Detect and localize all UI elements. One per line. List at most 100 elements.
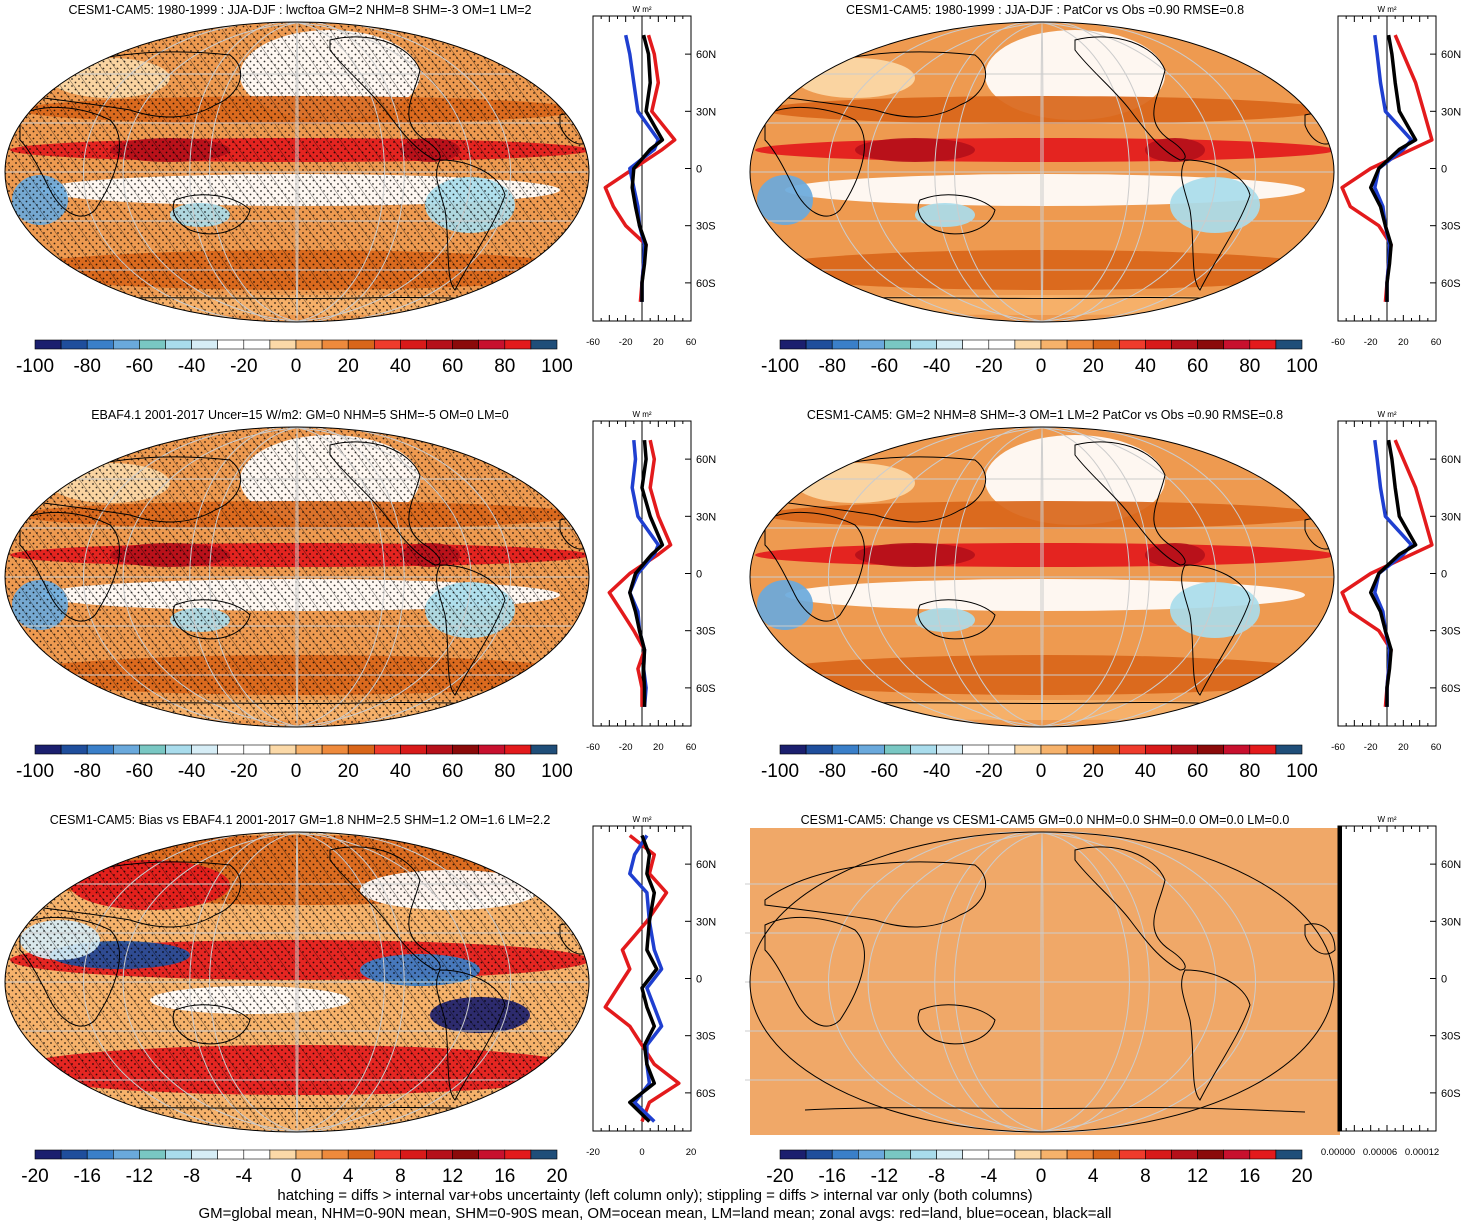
colorbar-swatch [243,1149,271,1160]
zonal-lat-label: 30S [1441,626,1461,638]
zonal-lat-label: 0 [696,164,702,176]
zonal-lat-label: 60N [696,454,716,466]
colorbar-tick-label: 0 [291,761,302,782]
colorbar-swatch [60,339,88,350]
coastline [1074,36,1186,161]
colorbar-swatch [858,744,885,755]
colorbar-swatch [831,1149,859,1160]
coastline [1304,923,1336,955]
colorbar-swatch [243,744,271,755]
panel-figure: -100 -80 -60 -40 -20 0 20 40 60 80 100 W m² 60N 30N 0 3… [749,5,1461,377]
panel-figure: -100 -80 -60 -40 -20 0 20 40 60 80 100 W m² 60N 30N 0 3… [4,410,716,782]
colorbar-swatch [530,339,558,350]
colorbar-tick-label: 8 [395,1166,406,1187]
colorbar-swatch [805,1149,833,1160]
colorbar-swatch [60,744,88,755]
field-region [795,463,915,503]
colorbar-swatch [1197,744,1225,755]
colorbar-swatch [347,339,375,350]
zonal-lat-label: 60S [696,683,716,695]
map-outline [4,426,590,728]
colorbar: -100 -80 -60 -40 -20 0 20 40 60 80 100 [16,339,573,377]
graticule-lon [189,832,385,1132]
coastline [172,194,251,235]
colorbar-swatch [858,1149,885,1160]
colorbar-swatch [530,1149,558,1160]
zonal-x-tick-label: -60 [586,742,600,753]
zonal-series-all [628,834,659,1123]
colorbar-tick-label: 40 [390,761,411,782]
colorbar-swatch [504,339,532,350]
colorbar-tick-label: 60 [1187,356,1208,377]
colorbar-tick-label: 4 [343,1166,354,1187]
colorbar-swatch [400,744,427,755]
colorbar-tick-label: -80 [73,356,100,377]
colorbar-swatch [1249,339,1277,350]
colorbar-tick-label: -8 [928,1166,945,1187]
coastline [764,861,987,928]
colorbar-swatch [884,1149,911,1160]
colorbar-swatch [962,744,990,755]
coastline [764,106,865,217]
colorbar-swatch [1223,744,1251,755]
graticule-lon [827,22,1217,322]
zonal-lat-label: 30N [1441,916,1461,928]
coastline [764,51,987,118]
coastline [172,1004,251,1045]
zonal-x-tick-label: 20 [653,337,664,348]
map-field [750,427,1334,727]
colorbar-tick-label: 20 [338,761,359,782]
colorbar-swatch [295,744,323,755]
zonal-lat-label: 30S [1441,1031,1461,1043]
panel-3: EBAF4.1 2001-2017 Uncer=15 W/m2: GM=0 NH… [0,405,740,810]
zonal-lat-label: 60S [696,278,716,290]
colorbar-swatch [347,744,375,755]
colorbar-tick-label: 60 [1187,761,1208,782]
zonal-x-tick-label: 0.00012 [1405,1147,1439,1158]
colorbar-tick-label: 60 [442,356,463,377]
colorbar-swatch [113,1149,140,1160]
zonal-x-tick-label: 20 [1398,337,1409,348]
zonal-series-all [628,439,665,707]
colorbar-swatch [1145,1149,1172,1160]
coastline [917,194,996,235]
graticule-lon [954,22,1150,322]
colorbar-tick-label: -16 [818,1166,845,1187]
zonal-lat-label: 30S [696,1031,716,1043]
graticule-lon [189,22,385,322]
colorbar-tick-label: 0 [1036,356,1047,377]
zonal-x-tick-label: -20 [586,1147,600,1158]
colorbar-tick-label: 40 [1135,356,1156,377]
colorbar-swatch [321,1149,349,1160]
colorbar-tick-label: 80 [494,356,515,377]
colorbar-tick-label: -16 [73,1166,100,1187]
colorbar-swatch [884,339,911,350]
coastline [19,511,120,622]
zonal-series-ocean [628,834,664,1123]
colorbar-swatch [910,744,937,755]
colorbar-tick-label: 4 [1088,1166,1099,1187]
colorbar-swatch [962,1149,990,1160]
zonal-series-all [1368,34,1418,302]
colorbar-swatch [165,339,192,350]
graticule-lon [209,427,405,727]
colorbar-swatch [1092,339,1120,350]
footer-line-1: hatching = diffs > internal var+obs unce… [277,1187,1033,1204]
colorbar-swatch [1197,1149,1225,1160]
zonal-lat-label: 30S [696,221,716,233]
colorbar-swatch [86,744,114,755]
colorbar-tick-label: -20 [230,356,257,377]
zonal-lat-label: 30S [696,626,716,638]
panel-title: CESM1-CAM5: Change vs CESM1-CAM5 GM=0.0 … [800,813,1290,827]
panel-figure: -100 -80 -60 -40 -20 0 20 40 60 80 100 W m² 60N 30N 0 3… [4,5,716,377]
colorbar-tick-label: -4 [235,1166,252,1187]
colorbar-tick-label: 12 [1187,1166,1208,1187]
colorbar-swatch [858,339,885,350]
zonal-x-tick-label: -20 [619,742,633,753]
zonal-lat-label: 30N [696,916,716,928]
zonal-lat-label: 0 [696,974,702,986]
colorbar-tick-label: -40 [923,356,950,377]
colorbar-swatch [1040,339,1068,350]
colorbar-tick-label: 16 [1239,1166,1260,1187]
zonal-lat-label: 0 [696,569,702,581]
